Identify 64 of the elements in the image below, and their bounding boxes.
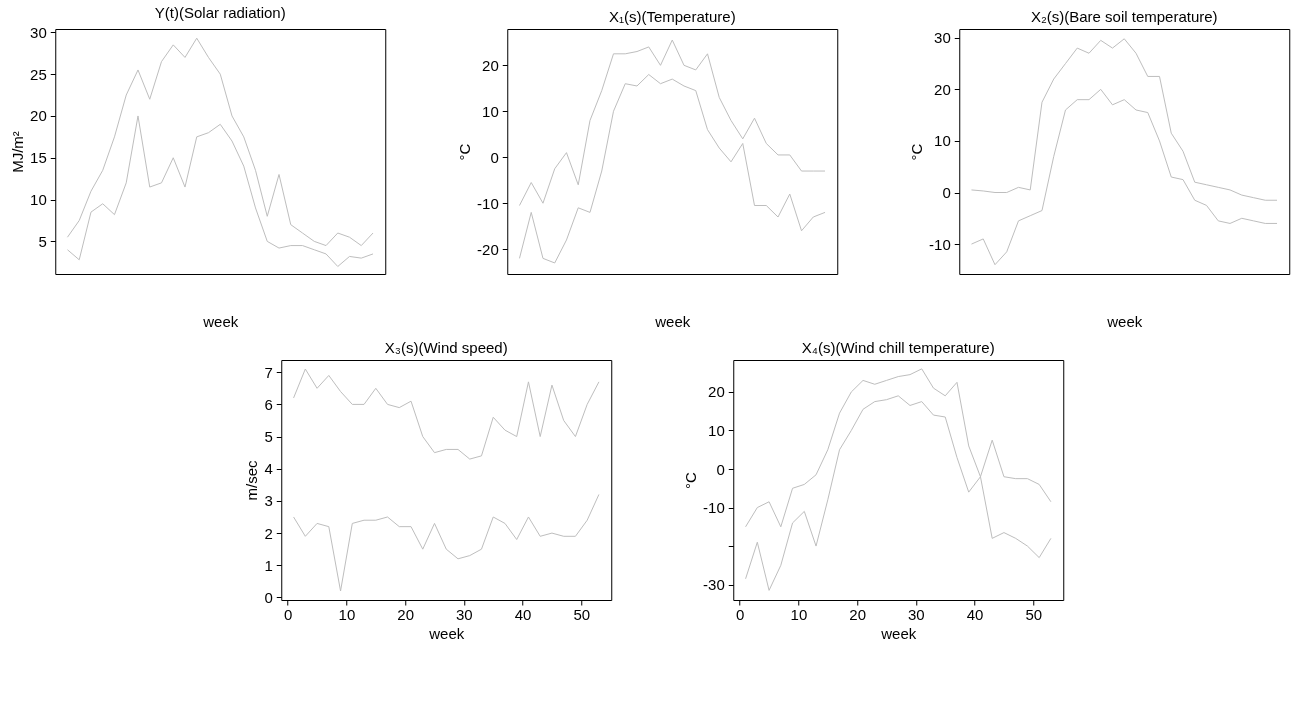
chart-title: X₄(s)(Wind chill temperature) bbox=[801, 339, 995, 356]
y-tick-label: 4 bbox=[264, 460, 273, 478]
y-tick-label: -10 bbox=[477, 194, 499, 212]
x-tick-label: 0 bbox=[284, 605, 293, 623]
y-tick-label: 6 bbox=[264, 395, 273, 413]
y-tick-label: 0 bbox=[716, 460, 725, 478]
y-tick-label: 10 bbox=[482, 102, 499, 120]
y-tick-label: 10 bbox=[934, 132, 951, 150]
chart-title: X₃(s)(Wind speed) bbox=[384, 339, 508, 356]
x-tick-label: 30 bbox=[908, 605, 925, 623]
y-tick-label: 0 bbox=[490, 148, 499, 166]
line-series bbox=[293, 493, 600, 592]
y-tick-label: 10 bbox=[708, 422, 725, 439]
x-tick-label: 40 bbox=[514, 605, 532, 623]
line-series bbox=[970, 88, 1278, 266]
y-axis-title: °C bbox=[456, 143, 474, 161]
y-tick-label: -10 bbox=[929, 235, 951, 253]
x-axis-title: week bbox=[880, 624, 917, 642]
chart-title: X₁(s)(Temperature) bbox=[608, 8, 736, 25]
y-axis-title: °C bbox=[908, 143, 926, 161]
line-series bbox=[970, 38, 1278, 201]
y-tick-label: 7 bbox=[264, 363, 273, 381]
y-axis-title: MJ/m² bbox=[9, 131, 27, 173]
y-tick-label: 20 bbox=[934, 80, 951, 98]
y-tick-label: 20 bbox=[482, 56, 499, 74]
x-axis-title: week bbox=[202, 312, 239, 330]
line-series bbox=[293, 368, 600, 460]
x-tick-label: 30 bbox=[456, 605, 473, 623]
y-tick-label: 2 bbox=[264, 524, 273, 542]
y-tick-label: 30 bbox=[30, 23, 47, 41]
line-series bbox=[66, 115, 374, 267]
y-tick-label: 0 bbox=[264, 588, 273, 606]
x-tick-label: 0 bbox=[736, 605, 745, 623]
line-series bbox=[518, 74, 826, 264]
x-axis-title: week bbox=[1106, 312, 1143, 330]
y-tick-label: 5 bbox=[264, 428, 273, 446]
x-tick-label: 50 bbox=[1025, 605, 1043, 623]
y-tick-label: 1 bbox=[264, 556, 273, 574]
line-series bbox=[66, 37, 374, 247]
y-tick-label: 15 bbox=[30, 149, 47, 167]
y-axis-title: °C bbox=[682, 471, 700, 489]
y-tick-label: 20 bbox=[708, 383, 725, 401]
x-axis-title: week bbox=[428, 624, 465, 642]
x-tick-label: 50 bbox=[573, 605, 591, 623]
line-series bbox=[518, 39, 826, 207]
y-tick-label: 5 bbox=[38, 232, 47, 250]
chart-title: Y(t)(Solar radiation) bbox=[154, 4, 286, 22]
y-tick-label: -20 bbox=[477, 240, 499, 258]
y-tick-label: 20 bbox=[30, 107, 47, 125]
y-tick-label: 10 bbox=[30, 191, 47, 209]
y-tick-label: 3 bbox=[264, 492, 273, 510]
y-tick-label: 30 bbox=[934, 29, 951, 47]
x-tick-label: 10 bbox=[790, 605, 808, 623]
x-tick-label: 40 bbox=[966, 605, 984, 623]
y-tick-label: -30 bbox=[703, 576, 725, 594]
x-tick-label: 10 bbox=[338, 605, 356, 623]
y-tick-label: 25 bbox=[30, 65, 47, 83]
y-axis-title: m/sec bbox=[243, 460, 261, 501]
y-tick-label: 0 bbox=[942, 184, 951, 202]
x-tick-label: 20 bbox=[849, 605, 866, 623]
chart-title: X₂(s)(Bare soil temperature) bbox=[1030, 8, 1218, 25]
x-tick-label: 20 bbox=[397, 605, 414, 623]
y-tick-label: -10 bbox=[703, 499, 725, 517]
x-axis-title: week bbox=[654, 312, 691, 330]
